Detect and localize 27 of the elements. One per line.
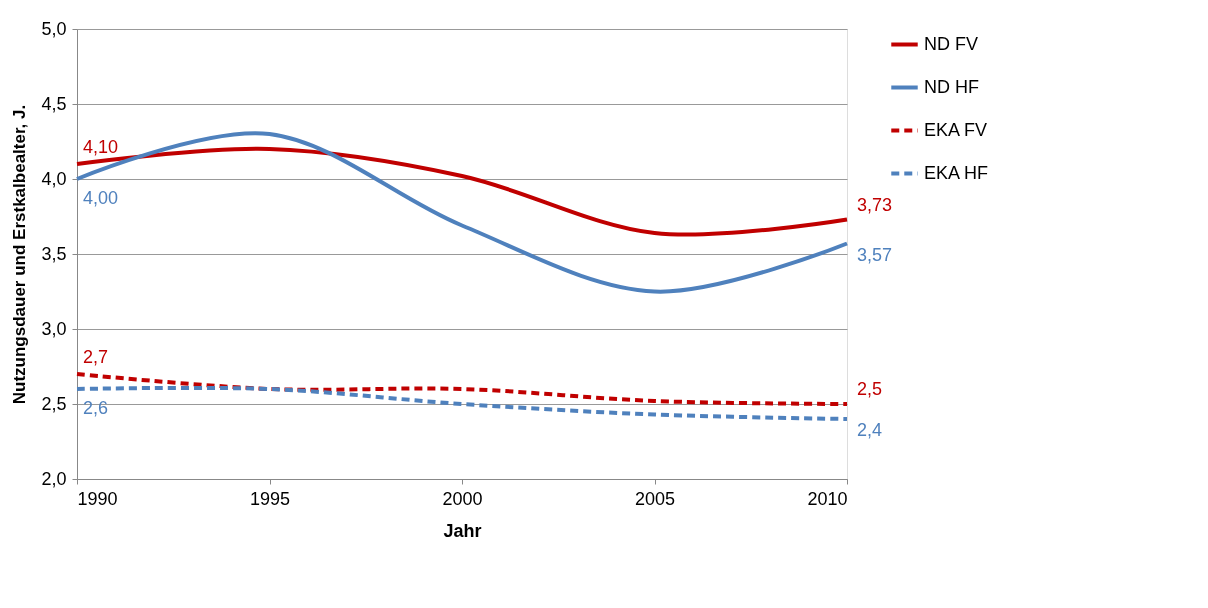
y-tick-label: 2,0: [41, 468, 67, 489]
y-tick-label: 4,0: [41, 168, 67, 189]
x-tick-label: 1995: [249, 488, 291, 509]
legend-label: EKA HF: [924, 162, 989, 183]
data-label: 2,7: [83, 347, 109, 367]
data-label: 3,73: [857, 194, 893, 215]
data-label: 3,57: [857, 244, 893, 265]
data-label: 4,00: [83, 188, 119, 208]
y-tick-label: 5,0: [41, 18, 67, 39]
y-tick-label: 4,5: [41, 93, 67, 114]
legend-label: EKA FV: [924, 119, 988, 140]
y-tick-label: 3,5: [41, 243, 67, 264]
y-axis-title: Nutzungsdauer und Erstkalbealter, J.: [10, 104, 30, 405]
x-tick-label: 2000: [442, 488, 483, 509]
legend-label: ND FV: [924, 33, 978, 54]
data-label: 4,10: [83, 137, 119, 157]
y-tick-label: 2,5: [41, 393, 67, 414]
line-series: [75, 131, 849, 294]
x-tick-label: 2010: [807, 488, 848, 509]
data-label: 2,4: [857, 420, 883, 440]
line-series: [75, 385, 849, 421]
data-label: 2,5: [857, 379, 883, 399]
x-tick-label: 2005: [634, 488, 676, 509]
x-tick-label: 1990: [77, 488, 118, 509]
legend-label: ND HF: [924, 76, 979, 97]
x-axis-title: Jahr: [443, 520, 482, 541]
y-tick-label: 3,0: [41, 318, 67, 339]
